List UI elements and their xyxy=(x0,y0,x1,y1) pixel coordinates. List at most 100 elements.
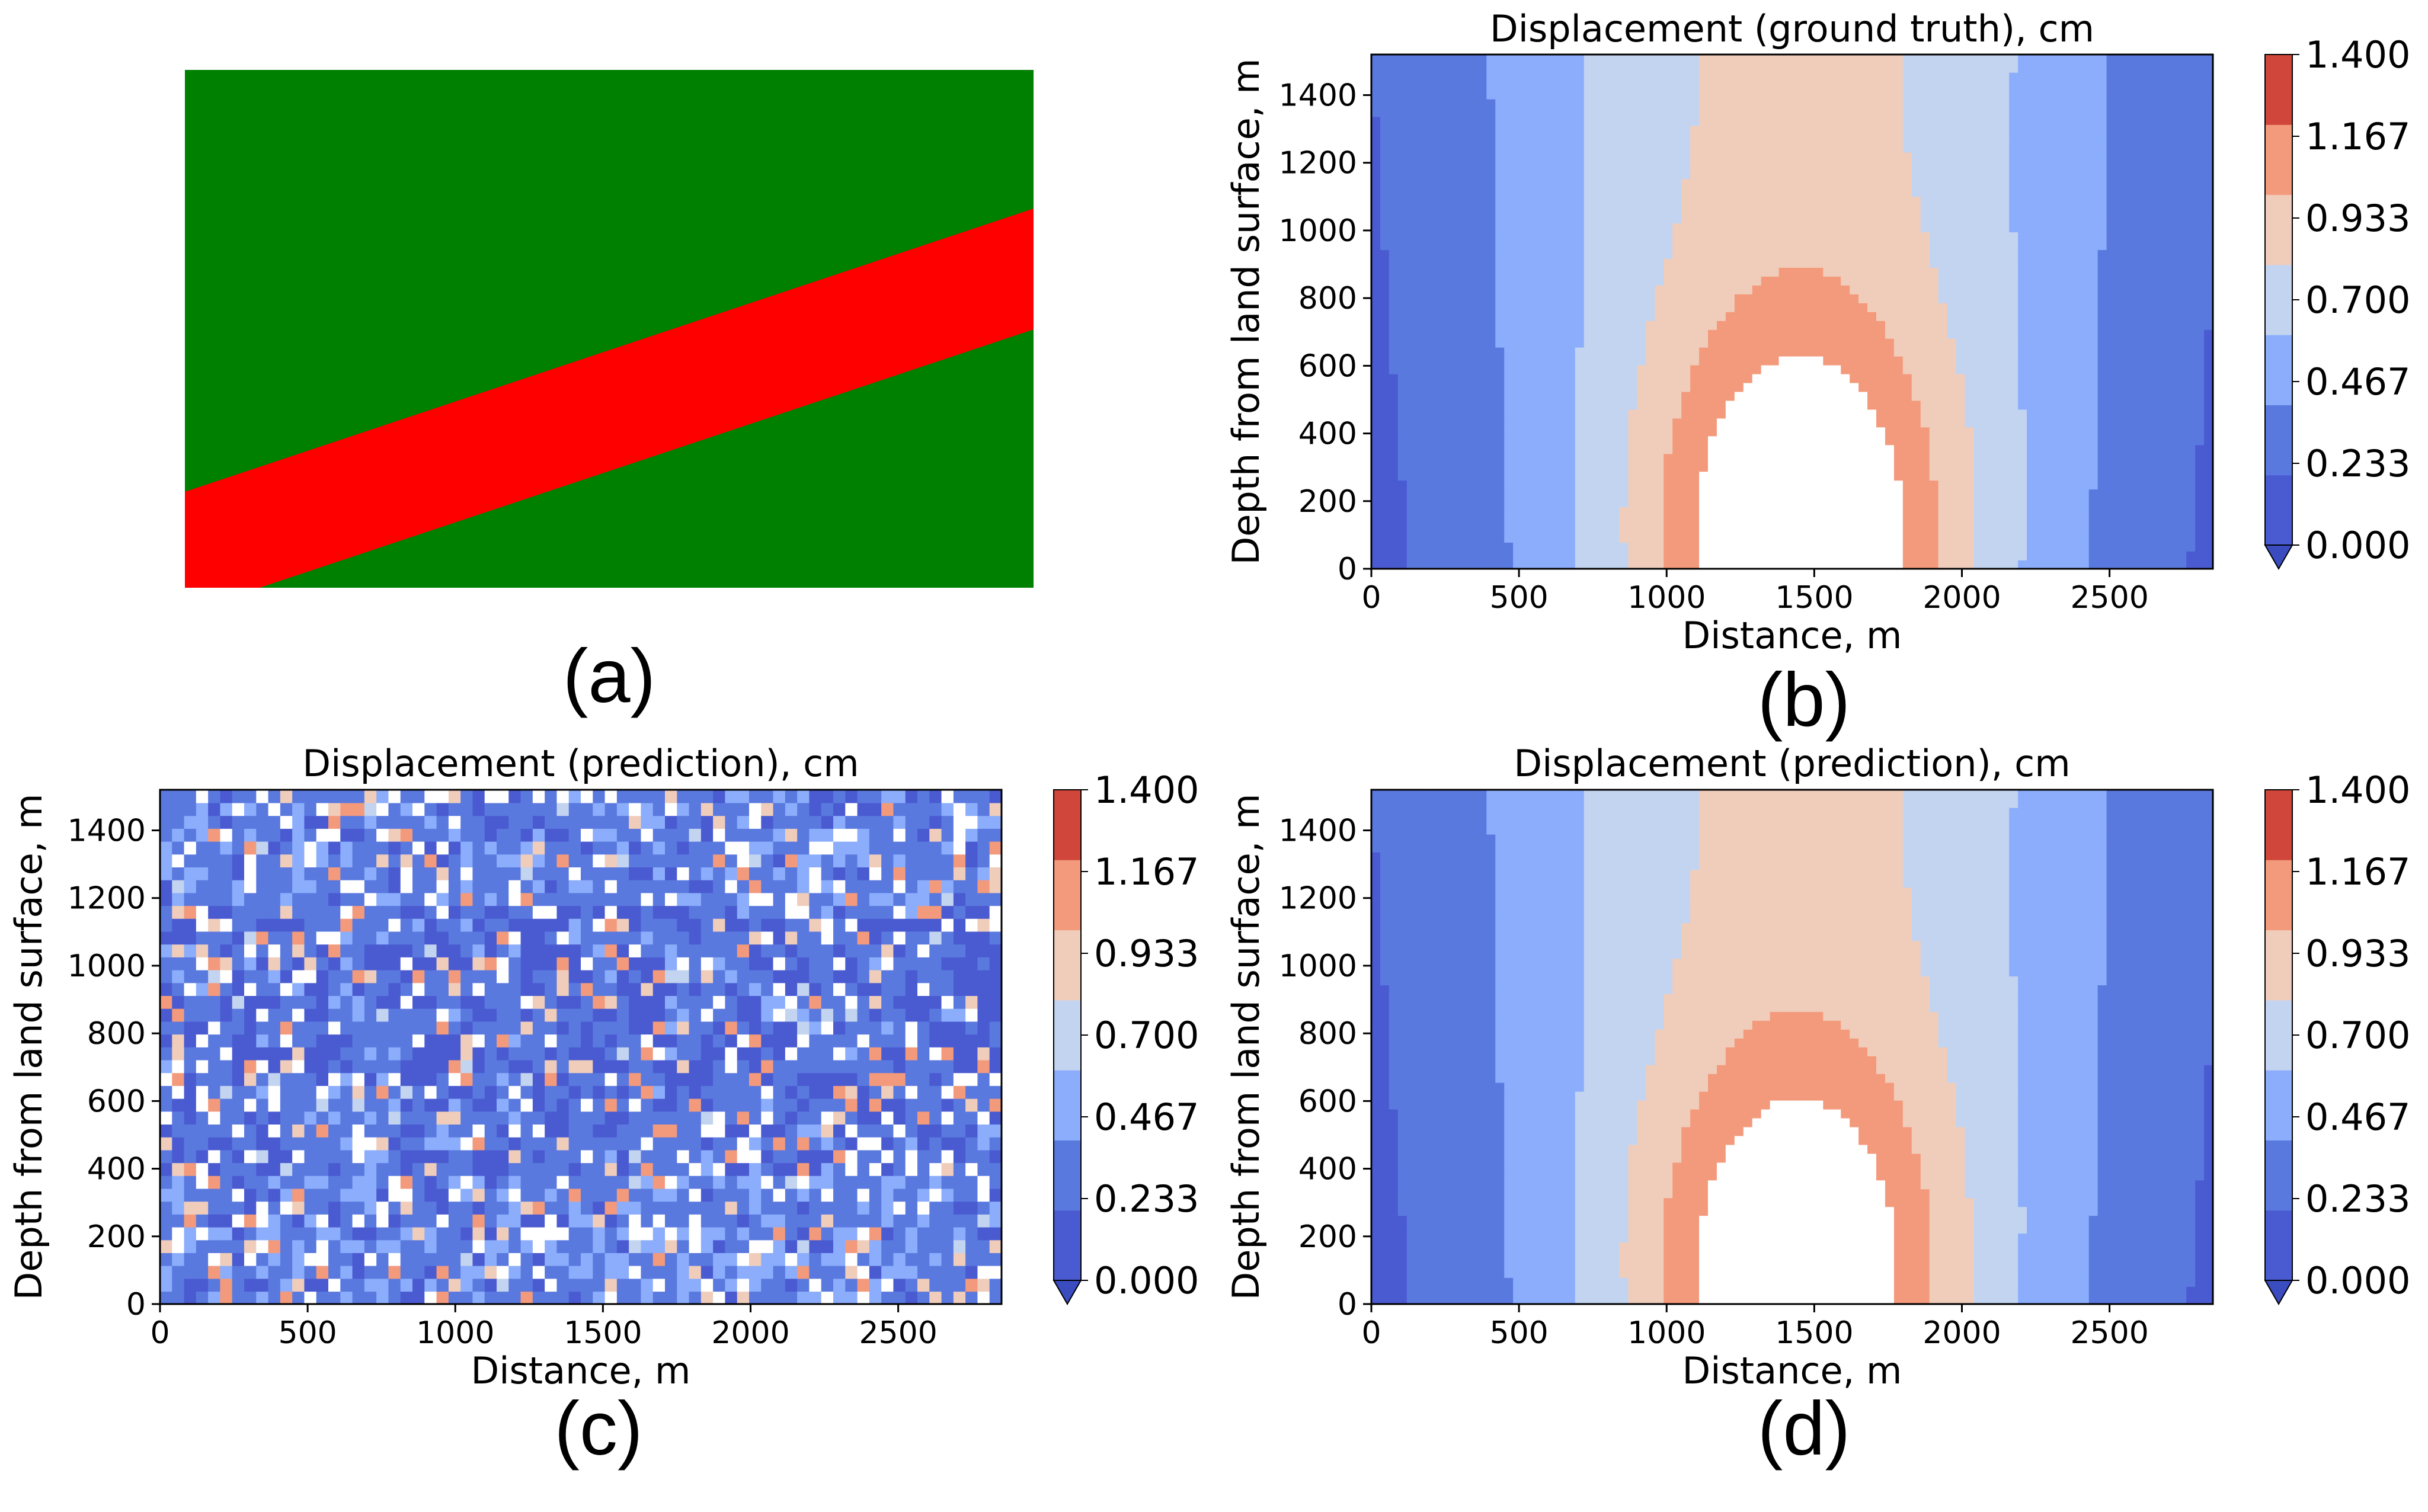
contour-cell xyxy=(2018,435,2027,446)
contour-cell xyxy=(2080,489,2090,499)
contour-cell xyxy=(1460,524,1470,534)
contour-cell xyxy=(1850,489,1859,499)
contour-cell xyxy=(2045,196,2054,206)
contour-cell xyxy=(1956,453,1966,463)
contour-cell xyxy=(1778,152,1789,162)
contour-cell xyxy=(1406,267,1416,277)
contour-cell xyxy=(1920,382,1930,392)
contour-cell xyxy=(1858,116,1868,126)
contour-cell xyxy=(1522,347,1531,357)
contour-cell xyxy=(1415,72,1425,82)
contour-cell xyxy=(1540,391,1549,401)
contour-cell xyxy=(1867,498,1877,508)
contour-cell xyxy=(1619,373,1629,383)
contour-cell xyxy=(1610,542,1620,552)
contour-cell xyxy=(1850,196,1859,206)
contour-cell xyxy=(2000,418,2010,428)
contour-cell xyxy=(1522,258,1531,268)
contour-cell xyxy=(2036,382,2045,392)
contour-cell xyxy=(1619,169,1629,180)
contour-cell xyxy=(1832,63,1842,73)
contour-cell xyxy=(1743,524,1753,534)
contour-cell xyxy=(1823,560,1833,569)
contour-cell xyxy=(1920,400,1930,410)
contour-cell xyxy=(1787,285,1797,294)
contour-cell xyxy=(1867,134,1877,144)
contour-cell xyxy=(1477,178,1487,188)
contour-cell xyxy=(2000,444,2010,454)
contour-cell xyxy=(1504,81,1514,91)
contour-cell xyxy=(1982,444,1992,454)
contour-cell xyxy=(1885,542,1895,552)
contour-cell xyxy=(1628,152,1638,162)
contour-cell xyxy=(1850,338,1859,348)
contour-cell xyxy=(1619,125,1629,135)
contour-cell xyxy=(1628,462,1638,472)
contour-cell xyxy=(1787,134,1797,144)
contour-cell xyxy=(1672,258,1682,268)
contour-cell xyxy=(1415,515,1425,525)
contour-cell xyxy=(1805,382,1815,392)
contour-cell xyxy=(1725,98,1735,108)
contour-cell xyxy=(1761,161,1771,171)
contour-cell xyxy=(1823,143,1833,153)
contour-cell xyxy=(1708,515,1717,525)
contour-cell xyxy=(1575,347,1585,357)
contour-cell xyxy=(1832,427,1842,437)
contour-cell xyxy=(1451,373,1461,383)
contour-cell xyxy=(2088,524,2098,534)
contour-cell xyxy=(1991,241,2001,251)
contour-cell xyxy=(1761,143,1771,153)
contour-cell xyxy=(2053,364,2063,374)
contour-cell xyxy=(1902,444,1912,454)
contour-cell xyxy=(1397,63,1407,73)
contour-cell xyxy=(1406,453,1416,463)
contour-cell xyxy=(1610,72,1620,82)
contour-cell xyxy=(1681,471,1691,481)
contour-cell xyxy=(1841,364,1850,374)
contour-cell xyxy=(1460,312,1470,321)
contour-cell xyxy=(1938,471,1948,481)
contour-cell xyxy=(1557,258,1567,268)
contour-cell xyxy=(1929,480,1939,490)
contour-cell xyxy=(1548,507,1558,517)
contour-cell xyxy=(1841,214,1850,224)
contour-cell xyxy=(1787,551,1797,560)
contour-cell xyxy=(1982,303,1992,312)
contour-cell xyxy=(1982,143,1992,153)
contour-cell xyxy=(1486,444,1496,454)
contour-cell xyxy=(1610,312,1620,321)
contour-cell xyxy=(1540,81,1549,91)
contour-cell xyxy=(1469,134,1479,144)
contour-cell xyxy=(1646,205,1656,215)
contour-cell xyxy=(1734,347,1744,357)
contour-cell xyxy=(1610,364,1620,374)
contour-cell xyxy=(1716,480,1726,490)
contour-cell xyxy=(1841,125,1850,135)
contour-cell xyxy=(1681,480,1691,490)
contour-cell xyxy=(2071,515,2081,525)
contour-cell xyxy=(2071,232,2081,242)
contour-cell xyxy=(2071,285,2081,294)
contour-cell xyxy=(2000,373,2010,383)
contour-cell xyxy=(1628,312,1638,321)
contour-cell xyxy=(1637,409,1647,419)
contour-cell xyxy=(1893,89,1904,100)
contour-cell xyxy=(1513,55,1522,64)
contour-cell xyxy=(2062,107,2072,117)
contour-cell xyxy=(2080,480,2090,490)
contour-cell xyxy=(1867,507,1877,517)
contour-cell xyxy=(1540,489,1549,499)
contour-cell xyxy=(1637,169,1647,180)
contour-cell xyxy=(1902,435,1912,446)
contour-cell xyxy=(1965,471,1975,481)
contour-cell xyxy=(1911,480,1921,490)
contour-cell xyxy=(2097,249,2107,260)
contour-cell xyxy=(1592,72,1602,82)
contour-cell xyxy=(2124,471,2134,481)
contour-cell xyxy=(1867,116,1877,126)
contour-cell xyxy=(1575,63,1585,73)
contour-cell xyxy=(1681,72,1691,82)
contour-cell xyxy=(1397,267,1407,277)
contour-cell xyxy=(1920,355,1930,366)
